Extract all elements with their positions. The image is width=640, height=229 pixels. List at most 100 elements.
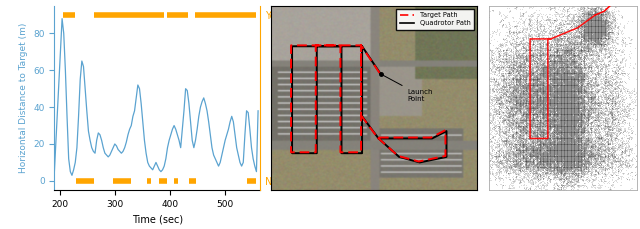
Point: [557, 64, 567, 68]
Point: [531, 126, 541, 130]
Point: [500, 65, 510, 68]
Point: [605, 109, 616, 113]
Point: [567, 85, 577, 89]
Point: [520, 165, 531, 168]
Point: [511, 135, 521, 139]
Point: [515, 62, 525, 65]
Point: [511, 153, 522, 157]
Point: [559, 131, 569, 135]
Point: [532, 146, 542, 150]
Point: [595, 139, 605, 142]
Point: [566, 147, 577, 151]
Point: [624, 150, 634, 153]
Point: [525, 131, 536, 135]
Point: [549, 147, 559, 151]
Point: [604, 120, 614, 124]
Point: [589, 118, 600, 122]
Point: [541, 140, 551, 144]
Point: [580, 41, 591, 44]
Point: [611, 161, 621, 164]
Point: [570, 119, 580, 123]
Point: [598, 35, 608, 39]
Point: [570, 55, 580, 59]
Point: [588, 22, 598, 25]
Point: [559, 76, 569, 79]
Point: [519, 65, 529, 69]
Point: [546, 127, 556, 131]
Point: [589, 152, 600, 155]
Point: [540, 109, 550, 113]
Point: [532, 67, 542, 71]
Point: [512, 42, 522, 46]
Point: [500, 63, 510, 67]
Point: [570, 126, 580, 130]
Point: [531, 114, 541, 118]
Point: [512, 90, 522, 94]
Point: [600, 95, 611, 99]
Point: [578, 46, 588, 50]
Point: [499, 129, 509, 133]
Point: [557, 160, 568, 163]
Point: [602, 97, 612, 101]
Point: [559, 107, 569, 110]
Point: [561, 153, 572, 156]
Point: [618, 86, 628, 90]
Point: [515, 174, 525, 177]
Point: [574, 118, 584, 122]
Point: [584, 30, 595, 33]
Point: [513, 109, 524, 113]
Point: [494, 154, 504, 157]
Point: [509, 114, 520, 118]
Point: [546, 63, 556, 66]
Point: [588, 40, 598, 44]
Point: [561, 73, 572, 77]
Point: [572, 125, 582, 129]
Point: [582, 124, 592, 128]
Point: [622, 178, 632, 181]
Point: [567, 108, 577, 111]
Point: [549, 120, 559, 124]
Point: [591, 119, 602, 122]
Point: [547, 74, 557, 77]
Point: [548, 135, 559, 139]
Point: [590, 128, 600, 132]
Point: [538, 86, 548, 90]
Point: [540, 125, 550, 129]
Point: [509, 58, 519, 61]
Point: [584, 167, 594, 171]
Point: [548, 75, 558, 79]
Point: [549, 93, 559, 97]
Point: [531, 106, 541, 109]
Point: [520, 158, 530, 161]
Point: [529, 134, 539, 138]
Point: [561, 150, 572, 154]
Point: [577, 80, 587, 84]
Point: [532, 150, 543, 154]
Point: [599, 84, 609, 87]
Point: [580, 38, 591, 41]
Point: [534, 145, 544, 149]
Point: [520, 124, 531, 127]
Point: [566, 122, 577, 126]
Point: [602, 112, 612, 115]
Point: [548, 75, 558, 79]
Point: [568, 141, 579, 144]
Point: [599, 178, 609, 182]
Point: [541, 72, 552, 75]
Point: [555, 95, 565, 99]
Point: [576, 14, 586, 17]
Point: [549, 111, 559, 114]
Point: [559, 164, 569, 167]
Point: [588, 80, 598, 84]
Point: [550, 156, 561, 160]
Point: [542, 106, 552, 109]
Point: [583, 22, 593, 25]
Point: [580, 66, 591, 69]
Point: [580, 8, 591, 12]
Point: [529, 100, 539, 104]
Point: [540, 119, 550, 123]
Point: [605, 19, 616, 22]
Point: [524, 74, 534, 78]
Point: [572, 21, 582, 25]
Point: [566, 122, 576, 126]
